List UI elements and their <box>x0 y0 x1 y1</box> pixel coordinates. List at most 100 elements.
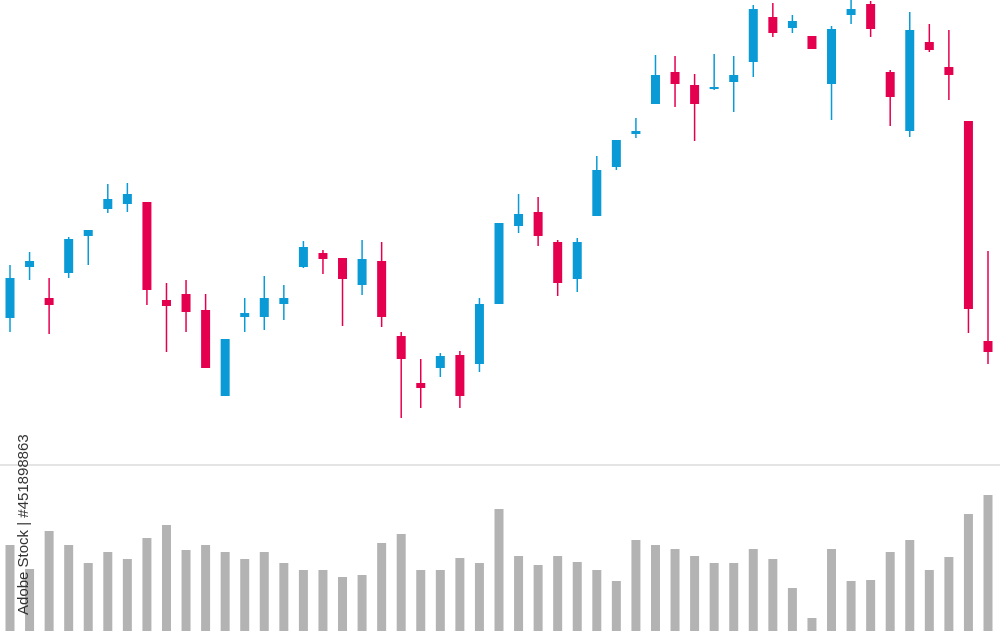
volume-bar <box>5 545 15 631</box>
candle-body <box>259 298 269 317</box>
volume-bar <box>142 538 152 631</box>
candle-body <box>768 17 778 33</box>
volume-bar <box>377 543 387 631</box>
candle-body <box>83 230 93 236</box>
price-panel <box>5 0 993 418</box>
candle-body <box>650 75 660 104</box>
volume-bar <box>201 545 211 631</box>
candle-body <box>885 72 895 97</box>
volume-bar <box>44 531 54 631</box>
volume-bar <box>572 562 582 631</box>
volume-bar <box>533 565 543 631</box>
volume-bar <box>885 552 895 631</box>
candle-body <box>905 30 915 131</box>
candle-body <box>103 199 113 209</box>
volume-bar <box>259 552 269 631</box>
volume-bar <box>161 525 171 631</box>
candle-body <box>161 300 171 306</box>
volume-bar <box>670 549 680 631</box>
volume-bar <box>650 545 660 631</box>
volume-bar <box>220 552 230 631</box>
candle-body <box>631 131 641 134</box>
candle-body <box>396 336 406 359</box>
candle-body <box>240 313 250 317</box>
candle-body <box>514 214 524 226</box>
volume-bar <box>103 552 113 631</box>
candle-body <box>435 356 445 368</box>
volume-bar <box>748 549 758 631</box>
candle-body <box>220 339 230 396</box>
candle-body <box>279 298 289 304</box>
candle-body <box>455 355 465 396</box>
volume-bar <box>25 569 35 631</box>
volume-bar <box>592 570 602 631</box>
candle-body <box>670 72 680 84</box>
candle-body <box>924 42 934 50</box>
volume-bar <box>122 559 132 631</box>
candle-body <box>5 278 15 318</box>
watermark: Adobe Stock | #451898863 <box>15 434 32 615</box>
candle-body <box>494 223 504 304</box>
candle-body <box>846 9 856 15</box>
volume-bar <box>64 545 74 631</box>
volume-bar <box>690 556 700 631</box>
volume-bar <box>963 514 973 631</box>
volume-bar <box>83 563 93 631</box>
candle-body <box>64 239 74 273</box>
volume-bar <box>924 570 934 631</box>
candle-body <box>357 259 367 285</box>
volume-bar <box>983 495 993 631</box>
candle-body <box>572 242 582 279</box>
candle-body <box>298 247 308 267</box>
candle-body <box>807 36 817 49</box>
candle-body <box>201 310 211 368</box>
candle-body <box>553 242 563 283</box>
candle-body <box>787 21 797 28</box>
volume-bar <box>435 570 445 631</box>
volume-bar <box>514 556 524 631</box>
candle-body <box>963 121 973 309</box>
candle-body <box>142 202 152 290</box>
volume-bar <box>494 509 504 631</box>
candle-body <box>533 212 543 236</box>
volume-bar <box>338 577 348 631</box>
volume-bar <box>787 588 797 631</box>
candle-body <box>318 253 328 259</box>
volume-bar <box>611 581 621 631</box>
volume-bar <box>357 575 367 631</box>
candle-body <box>983 341 993 352</box>
candle-body <box>611 140 621 167</box>
volume-bar <box>474 563 484 631</box>
volume-bar <box>729 563 739 631</box>
candle-body <box>338 258 348 279</box>
volume-bar <box>455 558 465 631</box>
candle-body <box>748 9 758 62</box>
candle-body <box>377 261 387 317</box>
volume-bar <box>631 540 641 631</box>
volume-bar <box>827 549 837 631</box>
candle-body <box>122 194 132 204</box>
candle-body <box>592 170 602 216</box>
volume-bar <box>846 581 856 631</box>
volume-bar <box>279 563 289 631</box>
candle-body <box>827 29 837 84</box>
volume-bar <box>416 570 426 631</box>
candle-body <box>181 294 191 312</box>
volume-bar <box>318 570 328 631</box>
candle-body <box>25 261 35 267</box>
volume-bar <box>709 563 719 631</box>
candle-body <box>729 75 739 82</box>
candle-body <box>866 4 876 29</box>
candle-body <box>416 383 426 388</box>
volume-panel <box>5 495 993 631</box>
volume-bar <box>905 540 915 631</box>
candle-body <box>474 304 484 364</box>
candle-body <box>690 85 700 104</box>
volume-bar <box>298 570 308 631</box>
volume-bar <box>807 618 817 631</box>
volume-bar <box>396 534 406 631</box>
candle-body <box>944 67 954 75</box>
volume-bar <box>866 580 876 631</box>
candle-body <box>709 87 719 89</box>
